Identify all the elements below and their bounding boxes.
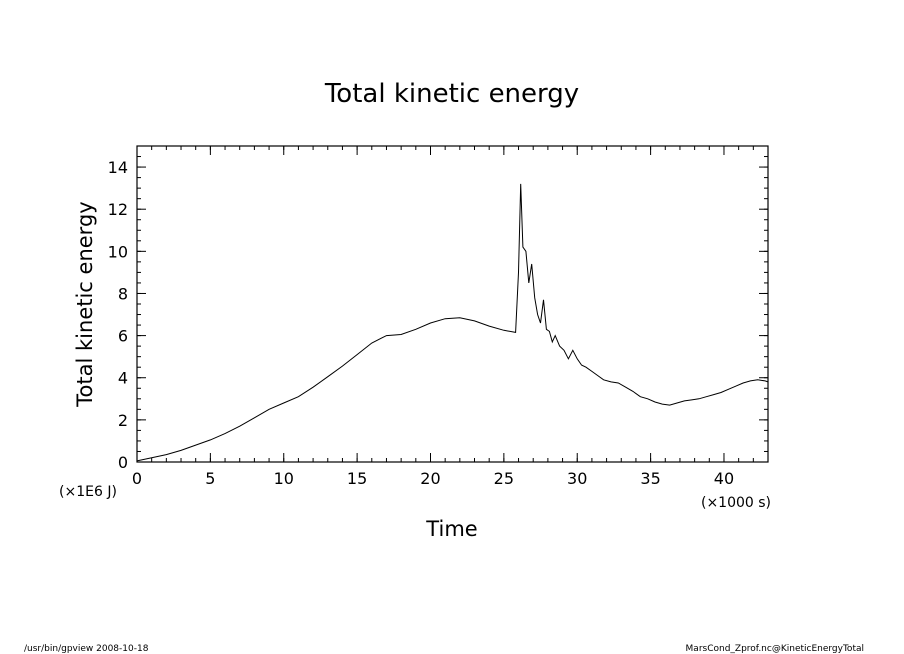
x-tick-label: 35: [640, 469, 660, 488]
x-tick-label: 10: [274, 469, 294, 488]
y-tick-labels: 0 2 4 6 8 10 12 14: [108, 158, 128, 472]
x-tick-label: 20: [420, 469, 440, 488]
x-tick-label: 5: [205, 469, 215, 488]
y-tick-label: 12: [108, 200, 128, 219]
series-line: [136, 183, 769, 462]
y-tick-label: 2: [118, 411, 128, 430]
x-tick-label: 40: [714, 469, 734, 488]
y-tick-label: 10: [108, 242, 128, 261]
y-tick-label: 4: [118, 369, 128, 388]
x-tick-label: 15: [347, 469, 367, 488]
plot-frame: [136, 145, 769, 463]
x-tick-labels: 0 5 10 15 20 25 30 35 40: [132, 469, 734, 488]
y-unit-label: (×1E6 J): [59, 484, 117, 500]
footer-right: MarsCond_Zprof.nc@KineticEnergyTotal: [686, 644, 864, 654]
y-tick-label: 8: [118, 284, 128, 303]
y-axis-label: Total kinetic energy: [73, 201, 97, 407]
x-unit-label: (×1000 s): [701, 495, 771, 511]
y-tick-label: 14: [108, 158, 128, 177]
axis-ticks: [136, 145, 769, 463]
y-tick-label: 6: [118, 327, 128, 346]
x-tick-label: 30: [567, 469, 587, 488]
footer-left: /usr/bin/gpview 2008-10-18: [24, 644, 149, 654]
chart-title: Total kinetic energy: [324, 79, 579, 109]
x-axis-label: Time: [425, 517, 477, 541]
x-tick-label: 0: [132, 469, 142, 488]
y-tick-label: 0: [118, 453, 128, 472]
x-tick-label: 25: [494, 469, 514, 488]
